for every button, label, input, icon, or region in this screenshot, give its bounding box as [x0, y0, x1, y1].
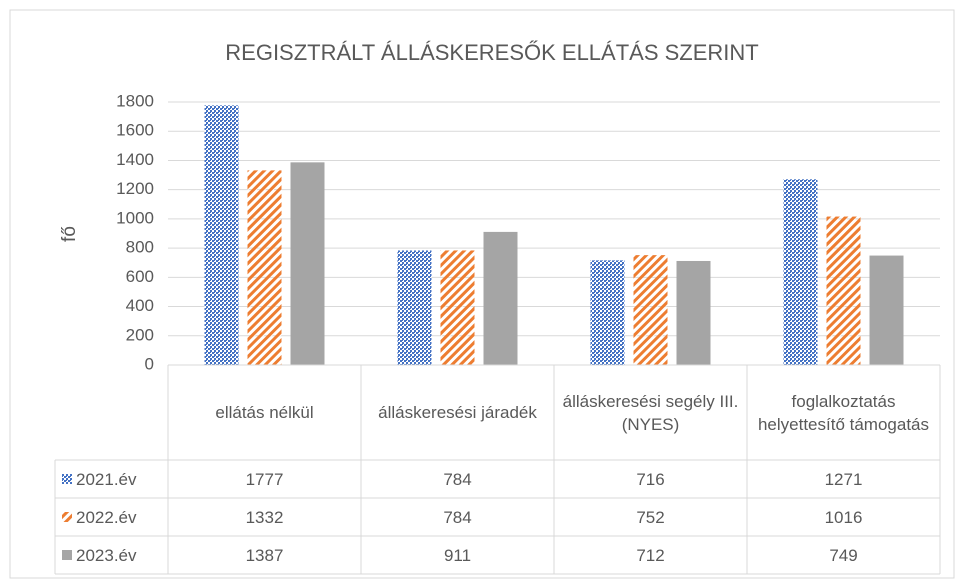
- legend-key: [62, 512, 72, 522]
- y-tick-label: 1600: [116, 121, 154, 140]
- table-value: 1387: [245, 545, 284, 565]
- bar: [440, 250, 475, 365]
- bar: [247, 170, 282, 365]
- table-value: 911: [443, 545, 472, 565]
- category-label: álláskeresési járadék: [378, 403, 537, 422]
- y-tick-label: 1800: [116, 91, 154, 110]
- bar: [397, 250, 432, 365]
- category-label: álláskeresési segély III. (NYES): [562, 391, 739, 434]
- legend-key: [62, 550, 72, 560]
- category-label: foglalkoztatás helyettesítő támogatás: [757, 391, 930, 434]
- bar: [483, 231, 518, 365]
- y-tick-label: 200: [126, 325, 154, 344]
- y-tick-label: 1400: [116, 150, 154, 169]
- table-value: 752: [636, 507, 665, 527]
- bar: [783, 179, 818, 365]
- legend-key: [62, 474, 72, 484]
- legend-label: 2023.év: [76, 545, 137, 565]
- y-tick-label: 0: [145, 354, 154, 373]
- y-tick-label: 800: [126, 238, 154, 257]
- table-value: 712: [636, 545, 665, 565]
- table-value: 1332: [245, 507, 284, 527]
- y-tick-label: 600: [126, 267, 154, 286]
- table-value: 784: [443, 469, 472, 489]
- y-axis-label: fő: [59, 226, 80, 242]
- bar: [633, 255, 668, 365]
- table-value: 1777: [245, 469, 284, 489]
- y-tick-label: 400: [126, 296, 154, 315]
- table-value: 784: [443, 507, 472, 527]
- category-label: ellátás nélkül: [215, 403, 314, 422]
- legend-label: 2022.év: [76, 507, 137, 527]
- table-value: 749: [829, 545, 858, 565]
- bar: [290, 162, 325, 365]
- bar: [204, 105, 239, 365]
- table-value: 1271: [824, 469, 863, 489]
- bar: [676, 260, 711, 365]
- y-tick-label: 1200: [116, 179, 154, 198]
- bar: [590, 260, 625, 365]
- y-tick-label: 1000: [116, 208, 154, 227]
- table-value: 716: [636, 469, 665, 489]
- table-value: 1016: [824, 507, 863, 527]
- chart-title: REGISZTRÁLT ÁLLÁSKERESŐK ELLÁTÁS SZERINT: [225, 40, 758, 65]
- bar: [869, 255, 904, 365]
- legend-label: 2021.év: [76, 469, 137, 489]
- bar: [826, 216, 861, 365]
